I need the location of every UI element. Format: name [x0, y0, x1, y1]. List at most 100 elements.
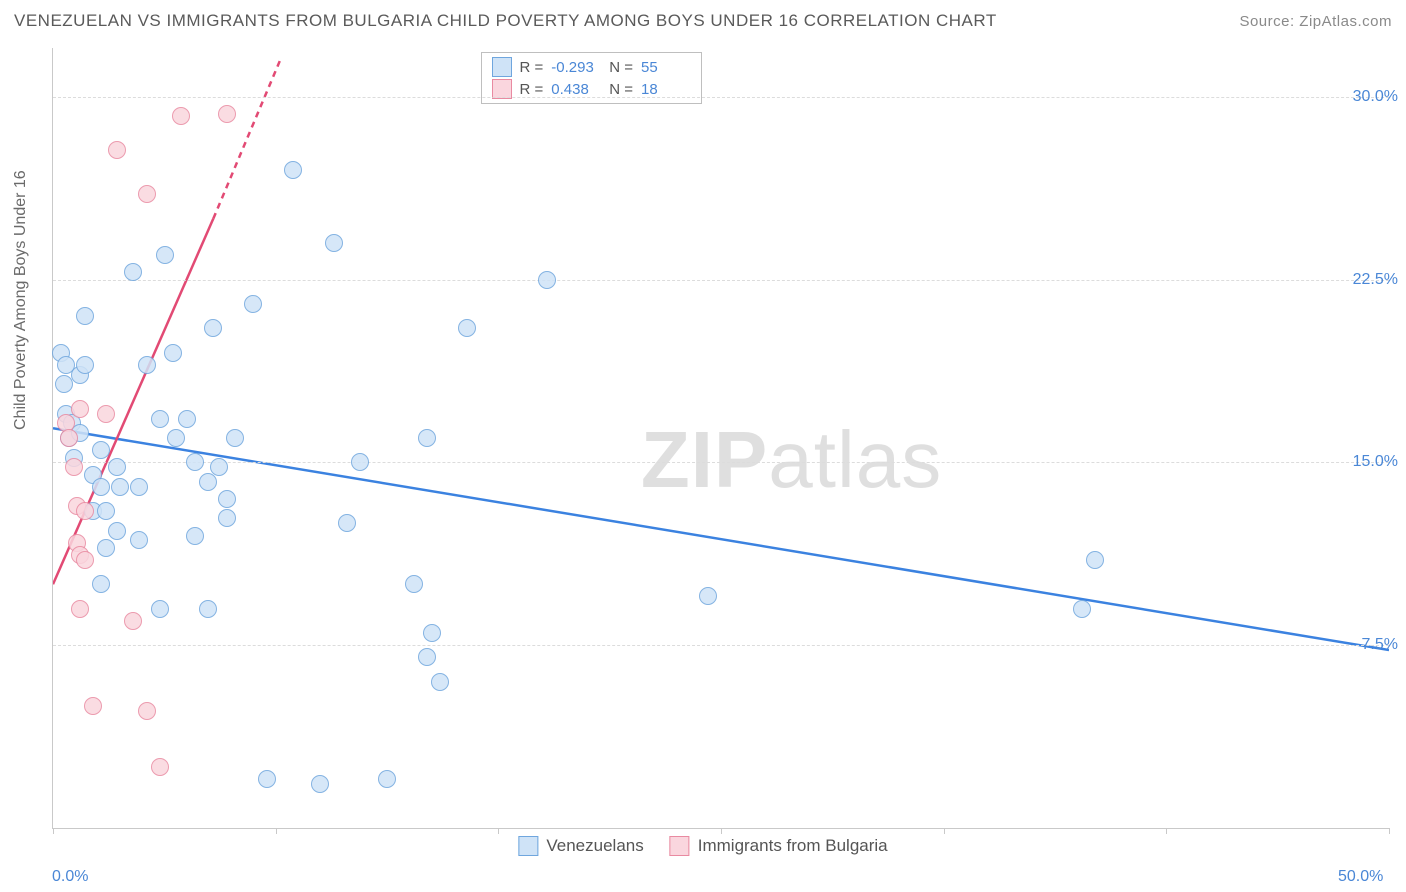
y-axis-label: Child Poverty Among Boys Under 16 [12, 170, 30, 430]
x-tick [1389, 828, 1390, 834]
y-tick-label: 30.0% [1353, 88, 1398, 106]
data-point [418, 648, 436, 666]
x-tick [721, 828, 722, 834]
x-axis-min-label: 0.0% [52, 868, 88, 886]
legend-label: Venezuelans [546, 836, 643, 856]
data-point [124, 263, 142, 281]
legend-item: Venezuelans [518, 836, 643, 856]
data-point [97, 502, 115, 520]
data-point [138, 702, 156, 720]
data-point [1073, 600, 1091, 618]
legend-item: Immigrants from Bulgaria [670, 836, 888, 856]
legend-label: Immigrants from Bulgaria [698, 836, 888, 856]
data-point [218, 490, 236, 508]
y-tick-label: 22.5% [1353, 271, 1398, 289]
x-tick [1166, 828, 1167, 834]
data-point [538, 271, 556, 289]
data-point [164, 344, 182, 362]
data-point [76, 307, 94, 325]
data-point [405, 575, 423, 593]
legend-stat-row: R = -0.293 N = 55 [492, 57, 692, 77]
data-point [124, 612, 142, 630]
data-point [218, 105, 236, 123]
y-tick-label: 15.0% [1353, 453, 1398, 471]
data-point [71, 400, 89, 418]
data-point [108, 458, 126, 476]
n-label: N = [609, 81, 633, 98]
data-point [699, 587, 717, 605]
data-point [186, 527, 204, 545]
data-point [167, 429, 185, 447]
data-point [284, 161, 302, 179]
scatter-chart: ZIPatlas R = -0.293 N = 55 R = 0.438 N = 18 [52, 48, 1389, 829]
data-point [218, 509, 236, 527]
chart-title: VENEZUELAN VS IMMIGRANTS FROM BULGARIA C… [14, 11, 997, 31]
data-point [92, 478, 110, 496]
data-point [244, 295, 262, 313]
r-label: R = [520, 59, 544, 76]
data-point [71, 600, 89, 618]
n-value: 18 [641, 81, 691, 98]
data-point [151, 600, 169, 618]
data-point [97, 405, 115, 423]
r-label: R = [520, 81, 544, 98]
data-point [76, 551, 94, 569]
data-point [311, 775, 329, 793]
legend-swatch [670, 836, 690, 856]
data-point [1086, 551, 1104, 569]
x-tick [53, 828, 54, 834]
r-value: 0.438 [551, 81, 601, 98]
legend-swatch [492, 57, 512, 77]
data-point [76, 356, 94, 374]
title-bar: VENEZUELAN VS IMMIGRANTS FROM BULGARIA C… [0, 0, 1406, 42]
data-point [226, 429, 244, 447]
x-tick [276, 828, 277, 834]
data-point [138, 356, 156, 374]
data-point [199, 600, 217, 618]
data-point [431, 673, 449, 691]
data-point [84, 697, 102, 715]
gridline [53, 462, 1389, 463]
data-point [60, 429, 78, 447]
data-point [258, 770, 276, 788]
x-axis-max-label: 50.0% [1338, 868, 1383, 886]
series-legend: Venezuelans Immigrants from Bulgaria [518, 836, 887, 856]
data-point [92, 441, 110, 459]
x-tick [944, 828, 945, 834]
data-point [338, 514, 356, 532]
data-point [458, 319, 476, 337]
data-point [130, 531, 148, 549]
n-value: 55 [641, 59, 691, 76]
watermark-bold: ZIP [641, 415, 768, 504]
data-point [423, 624, 441, 642]
data-point [97, 539, 115, 557]
gridline [53, 280, 1389, 281]
data-point [151, 410, 169, 428]
data-point [378, 770, 396, 788]
data-point [55, 375, 73, 393]
n-label: N = [609, 59, 633, 76]
watermark-light: atlas [768, 415, 942, 504]
legend-swatch [518, 836, 538, 856]
data-point [130, 478, 148, 496]
data-point [351, 453, 369, 471]
r-value: -0.293 [551, 59, 601, 76]
trend-line [213, 60, 280, 218]
data-point [108, 522, 126, 540]
data-point [138, 185, 156, 203]
y-tick-label: 7.5% [1362, 636, 1398, 654]
data-point [178, 410, 196, 428]
data-point [111, 478, 129, 496]
data-point [204, 319, 222, 337]
data-point [76, 502, 94, 520]
trend-lines-overlay [53, 48, 1389, 828]
data-point [108, 141, 126, 159]
x-tick [498, 828, 499, 834]
data-point [210, 458, 228, 476]
data-point [186, 453, 204, 471]
source-attribution: Source: ZipAtlas.com [1239, 13, 1392, 30]
gridline [53, 97, 1389, 98]
data-point [418, 429, 436, 447]
gridline [53, 645, 1389, 646]
data-point [65, 458, 83, 476]
